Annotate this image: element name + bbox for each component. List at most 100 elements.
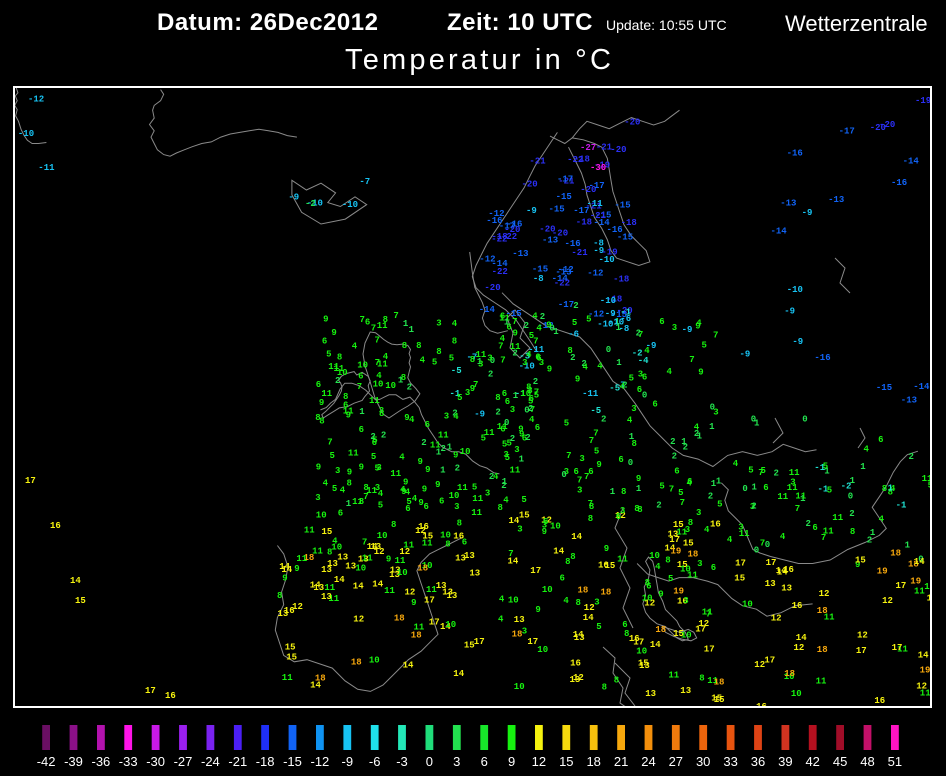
svg-text:3: 3 xyxy=(478,360,483,370)
svg-text:2: 2 xyxy=(774,468,779,478)
svg-text:15: 15 xyxy=(285,643,296,653)
svg-text:9: 9 xyxy=(435,480,440,490)
svg-text:6: 6 xyxy=(462,537,467,547)
svg-text:15: 15 xyxy=(559,754,573,769)
svg-text:12: 12 xyxy=(882,596,893,606)
svg-text:-20: -20 xyxy=(610,145,626,155)
svg-text:6: 6 xyxy=(425,420,430,430)
svg-text:7: 7 xyxy=(760,538,765,548)
svg-text:8: 8 xyxy=(637,505,642,515)
svg-text:9: 9 xyxy=(319,398,324,408)
svg-text:3: 3 xyxy=(485,489,490,499)
svg-text:9: 9 xyxy=(535,605,540,615)
svg-text:7: 7 xyxy=(593,429,598,439)
svg-text:18: 18 xyxy=(586,754,600,769)
svg-text:6: 6 xyxy=(481,754,488,769)
svg-text:15: 15 xyxy=(711,694,722,704)
svg-text:14: 14 xyxy=(650,640,661,650)
svg-text:3: 3 xyxy=(696,508,701,518)
svg-text:18: 18 xyxy=(714,678,725,688)
svg-text:9: 9 xyxy=(513,329,518,339)
svg-text:-13: -13 xyxy=(555,267,571,277)
svg-text:15: 15 xyxy=(683,539,694,549)
svg-text:8: 8 xyxy=(277,591,282,601)
svg-text:3: 3 xyxy=(454,502,459,512)
svg-text:-9: -9 xyxy=(342,754,354,769)
svg-text:1: 1 xyxy=(610,487,616,497)
svg-text:9: 9 xyxy=(386,555,391,565)
svg-text:3: 3 xyxy=(579,454,584,464)
svg-text:6: 6 xyxy=(812,523,817,533)
svg-text:12: 12 xyxy=(794,643,805,653)
svg-text:18: 18 xyxy=(394,614,405,624)
svg-text:4: 4 xyxy=(503,496,509,506)
svg-text:10: 10 xyxy=(514,682,525,692)
svg-text:8: 8 xyxy=(416,341,421,351)
svg-text:7: 7 xyxy=(508,549,513,559)
svg-text:7: 7 xyxy=(533,336,538,346)
svg-text:6: 6 xyxy=(652,400,657,410)
svg-text:1: 1 xyxy=(850,476,856,486)
svg-text:6: 6 xyxy=(543,517,548,527)
svg-text:2: 2 xyxy=(512,349,517,359)
svg-text:-12: -12 xyxy=(28,95,44,105)
svg-text:12: 12 xyxy=(857,631,868,641)
svg-text:8: 8 xyxy=(565,557,570,567)
svg-text:10: 10 xyxy=(385,381,396,391)
svg-text:8: 8 xyxy=(665,556,670,566)
svg-text:-21: -21 xyxy=(571,248,588,258)
svg-text:-18: -18 xyxy=(491,232,507,242)
svg-text:3: 3 xyxy=(631,404,636,414)
svg-text:17: 17 xyxy=(764,655,775,665)
svg-text:10: 10 xyxy=(791,689,802,699)
svg-text:-10: -10 xyxy=(18,129,34,139)
svg-text:2: 2 xyxy=(573,301,578,311)
svg-text:11: 11 xyxy=(832,513,843,523)
svg-text:2: 2 xyxy=(441,444,446,454)
svg-text:-33: -33 xyxy=(119,754,138,769)
svg-text:12: 12 xyxy=(698,619,709,629)
svg-text:5: 5 xyxy=(326,349,331,359)
svg-text:-16: -16 xyxy=(891,178,907,188)
svg-text:-15: -15 xyxy=(614,201,630,211)
svg-text:8: 8 xyxy=(457,519,462,529)
svg-text:3: 3 xyxy=(315,493,320,503)
svg-text:24: 24 xyxy=(641,754,655,769)
svg-text:5: 5 xyxy=(572,318,577,328)
svg-text:4: 4 xyxy=(376,371,382,381)
svg-text:13: 13 xyxy=(645,689,656,699)
svg-text:15: 15 xyxy=(464,640,475,650)
svg-text:10: 10 xyxy=(357,361,368,371)
svg-text:16: 16 xyxy=(629,634,640,644)
svg-text:15: 15 xyxy=(855,556,866,566)
svg-text:8: 8 xyxy=(445,540,450,550)
svg-text:6: 6 xyxy=(622,620,627,630)
svg-text:2: 2 xyxy=(510,434,515,444)
svg-text:9: 9 xyxy=(323,315,328,325)
svg-text:5: 5 xyxy=(332,484,337,494)
svg-text:-21: -21 xyxy=(228,754,247,769)
svg-text:2: 2 xyxy=(455,463,460,473)
svg-text:0: 0 xyxy=(848,492,853,502)
svg-text:3: 3 xyxy=(503,450,508,460)
svg-text:4: 4 xyxy=(597,361,603,371)
svg-text:13: 13 xyxy=(765,579,776,589)
svg-text:-14: -14 xyxy=(593,218,610,228)
svg-text:16: 16 xyxy=(165,691,176,701)
svg-text:3: 3 xyxy=(683,596,688,606)
svg-text:12: 12 xyxy=(584,603,595,613)
svg-text:-15: -15 xyxy=(556,192,572,202)
svg-text:11: 11 xyxy=(824,613,835,623)
svg-text:-11: -11 xyxy=(582,389,599,399)
svg-text:-5: -5 xyxy=(609,384,620,394)
svg-text:9: 9 xyxy=(294,564,299,574)
svg-text:4: 4 xyxy=(704,525,710,535)
svg-text:1: 1 xyxy=(616,358,622,368)
svg-text:2: 2 xyxy=(751,502,756,512)
svg-text:18: 18 xyxy=(315,674,326,684)
svg-text:1: 1 xyxy=(346,499,352,509)
svg-text:7: 7 xyxy=(375,336,380,346)
svg-text:8: 8 xyxy=(391,520,396,530)
svg-text:2: 2 xyxy=(489,472,494,482)
svg-text:6: 6 xyxy=(616,512,621,522)
